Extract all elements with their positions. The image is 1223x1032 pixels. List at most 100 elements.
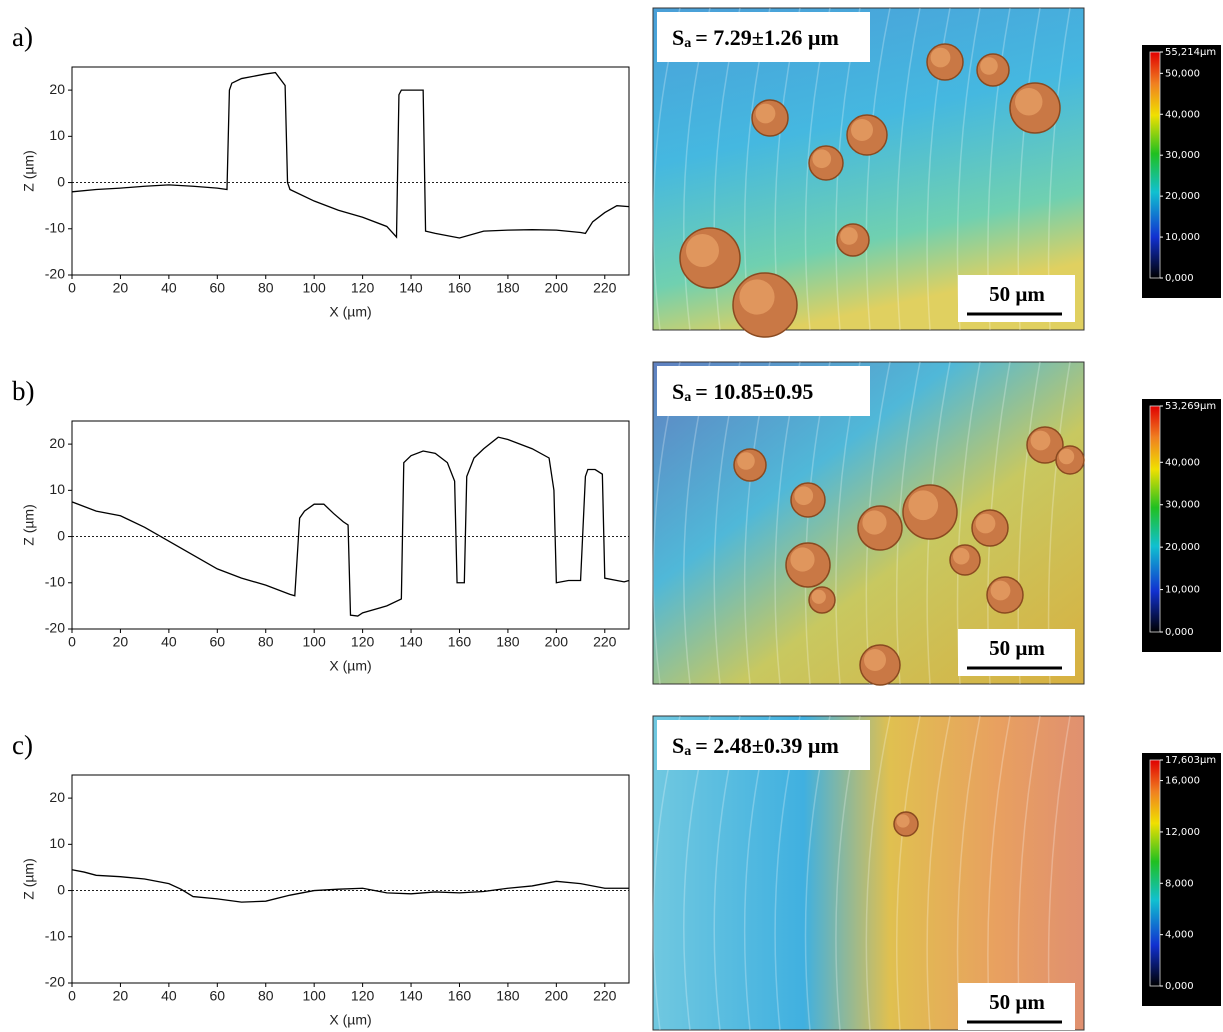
sa-value: = 2.48±0.39 µm <box>695 733 839 758</box>
particle-highlight <box>980 57 998 75</box>
y-tick-label: -20 <box>45 266 65 282</box>
particle-highlight <box>811 589 826 604</box>
y-tick-label: -10 <box>45 927 65 943</box>
track-line <box>926 715 951 1031</box>
colorbar-tick-label: 12,000 <box>1165 827 1200 838</box>
x-tick-label: 160 <box>448 988 472 1004</box>
track-line <box>895 715 921 1031</box>
particle-highlight <box>1030 430 1051 451</box>
y-tick-label: 20 <box>49 81 65 97</box>
x-tick-label: 220 <box>593 280 617 296</box>
particle-highlight <box>739 279 775 315</box>
particle-highlight <box>864 649 886 671</box>
x-tick-label: 220 <box>593 988 617 1004</box>
y-axis-label: Z (µm) <box>21 150 37 192</box>
sa-box <box>657 12 870 62</box>
particle-highlight <box>851 119 873 141</box>
colorbar-tick-label: 53,269µm <box>1165 401 1216 412</box>
plot-frame <box>71 66 630 276</box>
colorbar-tick-label: 10,000 <box>1165 232 1200 243</box>
particle-highlight <box>840 227 858 245</box>
sa-subscript: a <box>684 36 691 51</box>
sa-label: Sa = 2.48±0.39 µm <box>672 733 839 759</box>
colorbar-tick-label: 8,000 <box>1165 878 1194 889</box>
particle-highlight <box>790 547 815 572</box>
plot-frame <box>71 420 630 630</box>
x-tick-label: 180 <box>496 988 520 1004</box>
x-tick-label: 220 <box>593 634 617 650</box>
x-tick-label: 200 <box>545 988 569 1004</box>
sa-label: Sa = 10.85±0.95 <box>672 379 813 405</box>
scale-bar-label: 50 µm <box>989 990 1045 1014</box>
sa-box <box>657 366 870 416</box>
colorbar-tick-label: 0,000 <box>1165 981 1194 992</box>
panel-label: c) <box>12 730 33 760</box>
x-tick-label: 100 <box>302 280 326 296</box>
particle-highlight <box>794 486 814 506</box>
sa-value: = 7.29±1.26 µm <box>695 25 839 50</box>
y-tick-label: -10 <box>45 573 65 589</box>
x-axis-label: X (µm) <box>329 658 371 674</box>
x-tick-label: 80 <box>258 634 274 650</box>
y-tick-label: 0 <box>57 173 65 189</box>
x-axis-label: X (µm) <box>329 1012 371 1028</box>
colorbar-strip <box>1149 51 1161 279</box>
x-tick-label: 120 <box>351 280 375 296</box>
sa-symbol: S <box>672 25 684 50</box>
y-tick-label: 10 <box>49 835 65 851</box>
particle-highlight <box>737 452 755 470</box>
track-line <box>895 7 921 331</box>
x-tick-label: 140 <box>399 280 423 296</box>
sa-box <box>657 720 870 770</box>
track-line <box>865 7 891 331</box>
colorbar-tick-label: 20,000 <box>1165 542 1200 553</box>
x-tick-label: 180 <box>496 634 520 650</box>
particle-highlight <box>755 103 776 124</box>
x-tick-label: 100 <box>302 988 326 1004</box>
y-tick-label: 10 <box>49 481 65 497</box>
colorbar-tick-label: 40,000 <box>1165 109 1200 120</box>
colorbar-strip <box>1149 405 1161 633</box>
particle-highlight <box>896 814 910 828</box>
sa-symbol: S <box>672 379 684 404</box>
x-tick-label: 0 <box>68 634 76 650</box>
x-tick-label: 40 <box>161 280 177 296</box>
profile-line <box>71 436 630 617</box>
x-tick-label: 20 <box>113 988 129 1004</box>
x-tick-label: 140 <box>399 634 423 650</box>
colorbar-tick-label: 10,000 <box>1165 585 1200 596</box>
x-tick-label: 60 <box>210 280 226 296</box>
particle-highlight <box>975 513 996 534</box>
x-tick-label: 0 <box>68 988 76 1004</box>
x-tick-label: 200 <box>545 280 569 296</box>
x-axis-label: X (µm) <box>329 304 371 320</box>
x-tick-label: 40 <box>161 634 177 650</box>
colorbar-tick-label: 16,000 <box>1165 776 1200 787</box>
x-tick-label: 60 <box>210 634 226 650</box>
x-tick-label: 0 <box>68 280 76 296</box>
sa-symbol: S <box>672 733 684 758</box>
x-tick-label: 160 <box>448 280 472 296</box>
x-tick-label: 180 <box>496 280 520 296</box>
particle-highlight <box>1058 448 1075 465</box>
x-tick-label: 160 <box>448 634 472 650</box>
panel-label: b) <box>12 376 35 406</box>
x-tick-label: 60 <box>210 988 226 1004</box>
sa-value: = 10.85±0.95 <box>695 379 813 404</box>
particle-highlight <box>908 490 939 521</box>
particle-highlight <box>1015 88 1043 116</box>
y-tick-label: 20 <box>49 789 65 805</box>
panel-label: a) <box>12 22 33 52</box>
particle-highlight <box>862 510 887 535</box>
colorbar-tick-label: 55,214µm <box>1165 47 1216 58</box>
scale-bar-label: 50 µm <box>989 636 1045 660</box>
sa-subscript: a <box>684 744 691 759</box>
particle-highlight <box>812 149 832 169</box>
y-tick-label: 0 <box>57 881 65 897</box>
colorbar-tick-label: 17,603µm <box>1165 755 1216 766</box>
colorbar-tick-label: 4,000 <box>1165 930 1194 941</box>
plot-frame <box>71 774 630 984</box>
x-tick-label: 120 <box>351 634 375 650</box>
x-tick-label: 200 <box>545 634 569 650</box>
scale-bar-label: 50 µm <box>989 282 1045 306</box>
